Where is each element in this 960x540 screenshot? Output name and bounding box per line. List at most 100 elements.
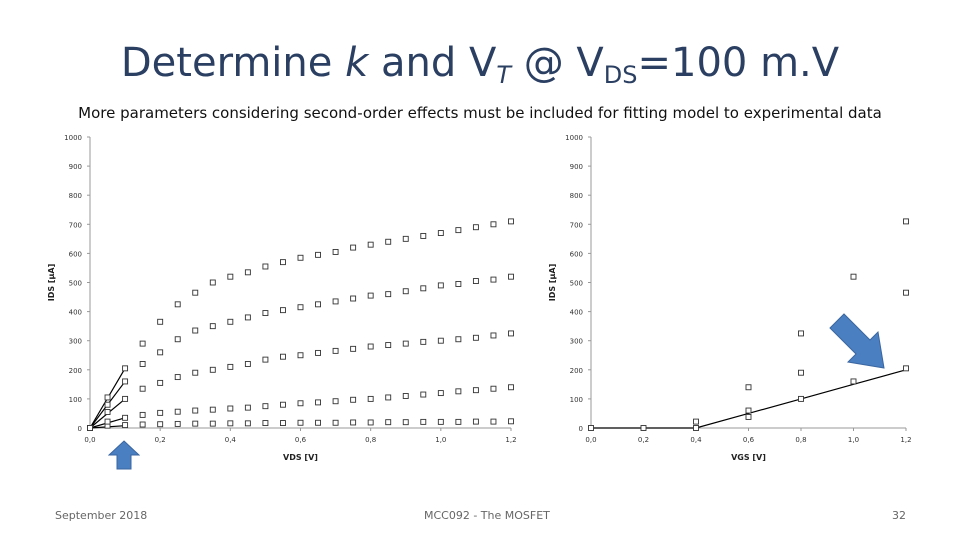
data-point	[262, 403, 269, 410]
x-axis-label: VGS [V]	[731, 453, 766, 462]
x-tick-label: 0,2	[638, 436, 649, 444]
data-point	[227, 273, 234, 280]
ids-vds-chart: 0,0 0,2 0,4 0,6 0,8 1,0 1,2 0 100 200 300 400 500 600…	[47, 134, 517, 462]
data-point	[87, 425, 93, 431]
y-tick-label: 700	[69, 221, 82, 229]
data-point	[350, 345, 357, 352]
y-tick-label: 700	[570, 221, 583, 229]
data-point	[139, 385, 146, 392]
data-point	[508, 384, 514, 391]
y-tick-label: 600	[69, 250, 82, 258]
data-point	[315, 301, 321, 308]
y-tick-label: 900	[570, 163, 583, 171]
data-point	[227, 318, 234, 325]
data-point	[104, 394, 111, 401]
data-point	[280, 420, 286, 427]
data-point	[174, 374, 181, 381]
data-point	[420, 285, 427, 292]
y-tick-label: 0	[78, 425, 82, 433]
data-point	[903, 365, 909, 372]
x-tick-label: 0,8	[795, 436, 806, 444]
data-point	[280, 259, 286, 266]
data-point	[297, 352, 304, 359]
data-point	[402, 393, 409, 399]
data-point	[437, 337, 444, 344]
data-point	[490, 385, 497, 392]
data-point	[157, 421, 164, 428]
data-point	[157, 318, 164, 325]
data-point	[297, 254, 304, 261]
data-point	[437, 282, 444, 289]
data-point	[174, 336, 181, 343]
data-point	[455, 227, 462, 234]
y-tick-label: 1000	[64, 134, 82, 142]
data-point	[209, 323, 216, 330]
x-tick-label: 1,2	[900, 436, 911, 444]
data-point	[104, 409, 111, 415]
data-point	[350, 295, 357, 302]
data-point	[472, 334, 479, 341]
data-point	[315, 399, 321, 406]
data-point	[350, 244, 357, 251]
data-point	[244, 314, 251, 321]
data-point	[472, 278, 479, 284]
data-point	[122, 365, 129, 372]
data-point	[139, 340, 146, 347]
data-point	[350, 419, 357, 426]
data-point	[693, 425, 699, 431]
data-point	[385, 342, 392, 349]
data-point	[420, 391, 427, 398]
data-point	[472, 418, 479, 425]
data-point	[490, 221, 497, 228]
y-tick-label: 800	[69, 192, 82, 200]
title-subscript-ds: DS	[603, 61, 638, 89]
data-point	[508, 273, 514, 280]
y-axis-label: IDS [μA]	[47, 264, 56, 302]
data-point	[192, 407, 199, 414]
data-point	[209, 279, 216, 286]
data-point	[420, 418, 427, 425]
x-tick-label: 0,0	[585, 436, 596, 444]
slide-title: Determine k and VT @ VDS=100 m.V	[0, 40, 960, 89]
y-axis-label: IDS [μA]	[548, 264, 557, 302]
y-tick-label: 300	[570, 338, 583, 346]
data-point	[745, 407, 752, 414]
data-point	[472, 387, 479, 394]
data-point	[262, 420, 269, 427]
data-point	[693, 418, 699, 425]
y-tick-label: 400	[570, 309, 583, 317]
data-point	[367, 395, 374, 402]
y-tick-label: 600	[570, 250, 583, 258]
data-point	[280, 401, 286, 408]
x-tick-label: 0,8	[365, 436, 376, 444]
data-point	[174, 420, 181, 427]
data-point	[297, 400, 304, 407]
x-tick-label: 0,2	[155, 436, 166, 444]
x-tick-label: 0,0	[84, 436, 95, 444]
data-point	[209, 406, 216, 413]
data-point	[315, 251, 321, 258]
data-point	[508, 218, 514, 225]
data-point	[280, 353, 286, 360]
data-point	[297, 304, 304, 311]
data-point	[157, 379, 164, 386]
data-point	[367, 241, 374, 248]
data-point	[367, 419, 374, 426]
y-tick-label: 400	[69, 309, 82, 317]
title-text: and	[368, 40, 469, 86]
y-tick-label: 500	[69, 280, 82, 288]
data-point	[244, 361, 251, 367]
data-point	[122, 414, 129, 421]
x-tick-label: 0,4	[690, 436, 702, 444]
data-point	[122, 395, 129, 402]
data-point	[332, 298, 339, 305]
data-point	[104, 418, 111, 425]
data-point	[402, 419, 409, 426]
x-tick-label: 1,0	[435, 436, 446, 444]
data-point	[850, 273, 857, 280]
fit-line	[591, 369, 907, 429]
data-point	[262, 356, 269, 363]
data-point	[640, 425, 647, 431]
data-point	[402, 235, 409, 242]
y-tick-label: 0	[579, 425, 583, 433]
